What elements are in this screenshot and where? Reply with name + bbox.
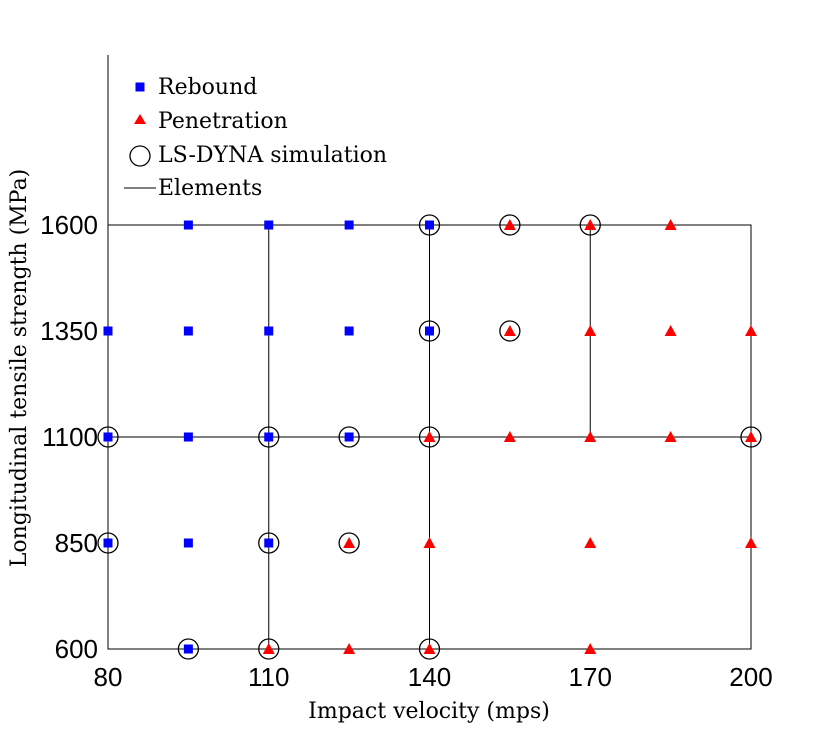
legend-simulation-marker xyxy=(129,145,151,167)
simulation-circle xyxy=(499,214,521,236)
penetration-point xyxy=(584,537,597,548)
rebound-point xyxy=(425,220,434,230)
penetration-point xyxy=(745,537,757,548)
legend-elements-label: Elements xyxy=(158,176,262,201)
simulation-circle xyxy=(338,532,360,554)
penetration-point xyxy=(503,431,516,442)
y-tick-label: 850 xyxy=(55,528,98,558)
simulation-circle xyxy=(177,638,200,660)
y-axis-label: Longitudinal tensile strength (MPa) xyxy=(7,169,32,568)
penetration-point xyxy=(503,219,516,230)
penetration-point xyxy=(745,325,757,336)
legend: Rebound Penetration LS-DYNA simulation E… xyxy=(124,75,387,201)
penetration-point xyxy=(664,431,677,442)
legend-simulation-label: LS-DYNA simulation xyxy=(158,143,387,168)
x-axis-label: Impact velocity (mps) xyxy=(308,699,550,724)
penetration-point xyxy=(584,219,597,230)
penetration-point xyxy=(262,643,275,654)
rebound-point xyxy=(183,220,193,230)
penetration-point xyxy=(343,643,356,654)
rebound-point xyxy=(344,326,354,336)
penetration-point xyxy=(664,325,677,336)
penetration-point xyxy=(423,643,436,654)
rebound-point xyxy=(264,220,274,230)
rebound-point xyxy=(344,432,354,442)
simulation-circle xyxy=(258,532,280,554)
rebound-point xyxy=(425,326,434,336)
simulation-circle xyxy=(418,320,441,342)
y-tick-label: 1100 xyxy=(42,422,98,452)
legend-penetration-marker xyxy=(134,114,146,124)
penetration-point xyxy=(584,643,597,654)
simulation-circle xyxy=(740,426,762,448)
legend-rebound-label: Rebound xyxy=(158,75,257,100)
rebound-point xyxy=(264,432,274,442)
simulation-circle xyxy=(338,426,360,448)
rebound-point xyxy=(103,326,113,336)
penetration-point xyxy=(423,537,436,548)
y-tick-label: 1350 xyxy=(40,316,98,346)
rebound-point xyxy=(183,644,193,654)
y-tick-label: 1600 xyxy=(40,210,98,240)
legend-rebound-marker xyxy=(135,82,145,92)
x-tick-label: 80 xyxy=(94,662,123,692)
simulation-circle xyxy=(418,638,441,660)
simulation-circle xyxy=(97,426,119,448)
legend-penetration-label: Penetration xyxy=(158,109,288,134)
simulation-circle xyxy=(499,320,521,342)
penetration-point xyxy=(584,325,597,336)
rebound-point xyxy=(344,220,354,230)
x-tick-label: 170 xyxy=(569,662,612,692)
rebound-point xyxy=(103,538,113,548)
simulation-circle xyxy=(418,214,441,236)
penetration-point xyxy=(664,219,677,230)
simulation-circle xyxy=(258,638,280,660)
x-tick-label: 200 xyxy=(729,662,772,692)
rebound-point xyxy=(264,326,274,336)
y-tick-label: 600 xyxy=(55,634,98,664)
data-marks xyxy=(97,214,762,660)
rebound-point xyxy=(183,538,193,548)
penetration-point xyxy=(745,431,757,442)
simulation-circle xyxy=(97,532,119,554)
simulation-circle xyxy=(579,214,601,236)
rebound-point xyxy=(103,432,113,442)
x-tick-label: 140 xyxy=(408,662,451,692)
tick-labels: 80 110 140 170 200 600 850 1100 1350 1600 xyxy=(40,210,773,692)
rebound-point xyxy=(183,326,193,336)
x-tick-label: 110 xyxy=(248,662,289,692)
rebound-point xyxy=(183,432,193,442)
simulation-circle xyxy=(258,426,280,448)
rebound-point xyxy=(264,538,274,548)
penetration-point xyxy=(423,431,436,442)
penetration-point xyxy=(503,325,516,336)
penetration-point xyxy=(584,431,597,442)
penetration-point xyxy=(343,537,356,548)
simulation-circle xyxy=(418,426,441,448)
